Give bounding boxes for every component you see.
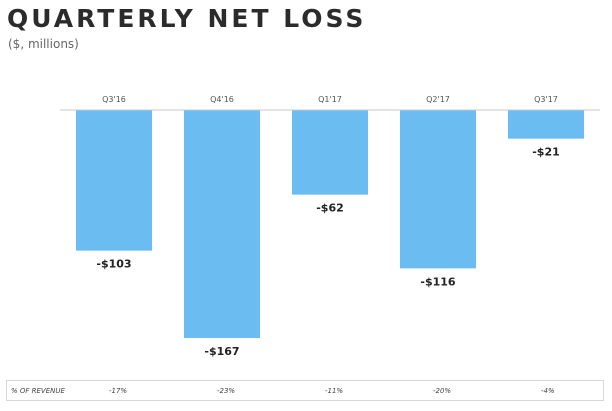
category-label: Q1'17: [318, 95, 342, 104]
data-label: -$103: [96, 258, 131, 271]
bar-chart: Q3'16 -$103 Q4'16 -$167 Q1'17 -$62 Q2'17 -$116 Q…: [60, 95, 600, 358]
chart-title: QUARTERLY NET LOSS: [7, 4, 367, 33]
revenue-row: % OF REVENUE -17% -23% -11% -20% -4%: [6, 380, 604, 401]
data-label: -$62: [316, 202, 344, 215]
data-label: -$167: [204, 345, 239, 358]
revenue-value: -23%: [217, 387, 236, 395]
bar: [292, 110, 368, 195]
bar: [508, 110, 584, 139]
revenue-value: -17%: [109, 387, 128, 395]
revenue-value: -11%: [325, 387, 344, 395]
category-label: Q2'17: [426, 95, 450, 104]
revenue-row-label: % OF REVENUE: [11, 387, 65, 395]
data-label: -$21: [532, 146, 560, 159]
bar: [184, 110, 260, 338]
revenue-value: -20%: [433, 387, 452, 395]
category-label: Q3'16: [102, 95, 126, 104]
chart-subtitle: ($, millions): [8, 37, 79, 51]
bar: [400, 110, 476, 269]
data-label: -$116: [420, 275, 456, 288]
category-label: Q4'16: [210, 95, 234, 104]
bar: [76, 110, 152, 251]
revenue-value: -4%: [541, 387, 555, 395]
category-label: Q3'17: [534, 95, 558, 104]
